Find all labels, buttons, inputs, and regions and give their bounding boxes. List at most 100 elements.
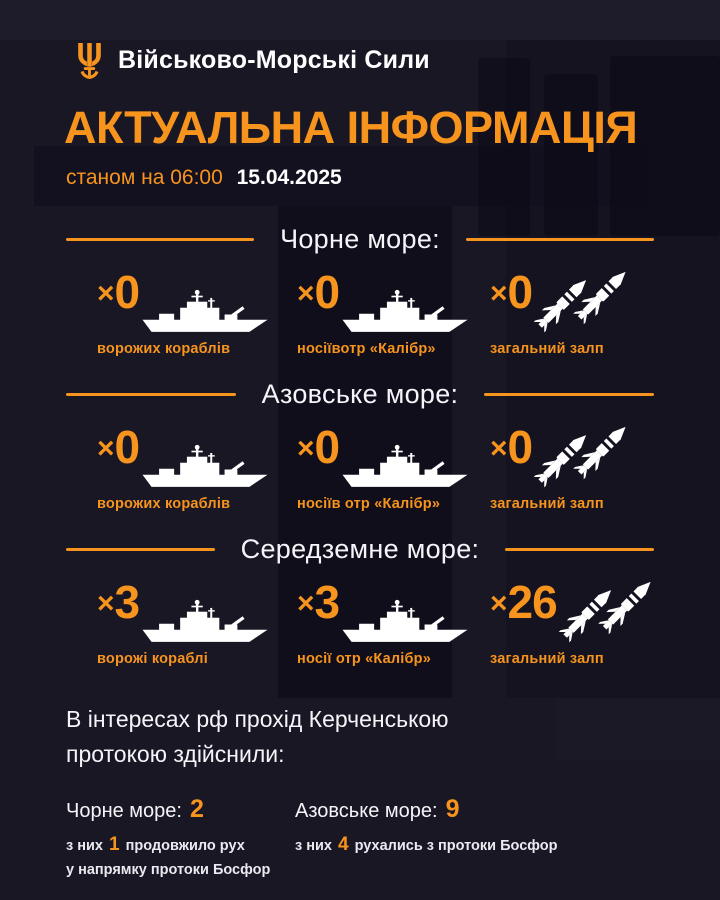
background-top-strip	[0, 0, 720, 40]
sea-note: з них 1 продовжило рух у напрямку проток…	[66, 830, 295, 882]
section-header: Середземне море:	[66, 534, 655, 565]
warship-icon	[342, 599, 468, 642]
stat-total-salvo: × 0 загальний залп	[460, 419, 660, 512]
stat-label: ворожих кораблів	[97, 496, 231, 512]
missile-salvo-icon	[532, 419, 633, 490]
divider-line	[484, 393, 654, 396]
stats-row: × 3 ворожі кораблі × 3 носії отр «Калібр…	[0, 574, 720, 667]
header: Військово-Морські Сили	[74, 42, 430, 79]
stat-label: носіїв отр «Калібр»	[297, 496, 441, 512]
kerch-columns: Чорне море: 2 з них 1 продовжило рух у н…	[66, 795, 658, 882]
kerch-heading-line2: протокою здійснили:	[66, 740, 285, 767]
page-title: АКТУАЛЬНА ІНФОРМАЦІЯ	[64, 102, 638, 153]
sea-name: Азовське море:	[295, 800, 438, 822]
times-symbol: ×	[297, 277, 315, 310]
warship-icon	[142, 599, 268, 642]
stat-kalibr-carriers: × 3 носії отр «Калібр»	[260, 576, 468, 667]
sea-count-row: Азовське море: 9	[295, 795, 658, 824]
sea-name: Чорне море:	[66, 800, 182, 822]
brand-name: Військово-Морські Сили	[118, 46, 430, 74]
kerch-strait-block: В інтересах рф прохід Керченською проток…	[66, 702, 658, 882]
stat-visual: × 3	[297, 576, 468, 649]
divider-line	[66, 238, 255, 241]
section-title: Середземне море:	[240, 534, 480, 564]
sea-note: з них 4 рухались з протоки Босфор	[295, 830, 658, 859]
stat-visual: × 0	[297, 266, 468, 339]
section-title: Чорне море:	[280, 224, 440, 254]
as-of-line: станом на 06:00 15.04.2025	[66, 166, 342, 190]
note-number: 4	[338, 834, 349, 855]
stat-value: 3	[314, 576, 341, 628]
stat-label: ворожі кораблі	[97, 651, 208, 667]
background-watermark-band	[556, 698, 720, 760]
background-trident-prong	[544, 74, 598, 236]
sea-count: 2	[189, 795, 204, 823]
stat-total-salvo: × 0 загальний залп	[460, 264, 660, 357]
stat-label: загальний залп	[490, 341, 604, 357]
stat-value: 0	[507, 421, 534, 473]
stat-kalibr-carriers: × 0 носіївотр «Калібр»	[260, 266, 468, 357]
stat-enemy-ships: × 3 ворожі кораблі	[60, 576, 268, 667]
kerch-column-black-sea: Чорне море: 2 з них 1 продовжило рух у н…	[66, 795, 295, 882]
section-azov-sea: Азовське море: × 0 ворожих кораблів × 0 …	[0, 379, 720, 512]
stat-visual: × 26	[490, 574, 660, 649]
stat-enemy-ships: × 0 ворожих кораблів	[60, 421, 268, 512]
kerch-heading-line1: В інтересах рф прохід Керченською	[66, 706, 449, 732]
stat-visual: × 0	[490, 264, 660, 339]
as-of-date: 15.04.2025	[236, 166, 342, 189]
stat-visual: × 0	[297, 421, 468, 494]
background-trident-prong	[610, 56, 720, 236]
times-symbol: ×	[97, 277, 115, 310]
divider-line	[66, 393, 236, 396]
stat-visual: × 0	[490, 419, 660, 494]
section-header: Азовське море:	[66, 379, 654, 410]
kerch-column-azov-sea: Азовське море: 9 з них 4 рухались з прот…	[295, 795, 658, 882]
stat-kalibr-carriers: × 0 носіїв отр «Калібр»	[260, 421, 468, 512]
stat-value: 26	[507, 576, 558, 628]
kerch-heading: В інтересах рф прохід Керченською проток…	[66, 702, 658, 771]
warship-icon	[142, 444, 268, 487]
background-watermark-band	[278, 206, 452, 698]
stat-value: 0	[114, 421, 141, 473]
note-text: продовжило рух	[125, 838, 245, 854]
stat-visual: × 0	[97, 421, 268, 494]
missile-salvo-icon	[556, 574, 658, 645]
divider-line	[66, 548, 215, 551]
stat-label: ворожих кораблів	[97, 341, 231, 357]
stat-value: 3	[114, 576, 141, 628]
stat-total-salvo: × 26 загальний залп	[460, 574, 660, 667]
navy-trident-icon	[78, 43, 101, 79]
stat-value: 0	[314, 266, 341, 318]
warship-icon	[142, 289, 268, 332]
times-symbol: ×	[490, 277, 508, 310]
section-header: Чорне море:	[66, 224, 654, 255]
sea-count-row: Чорне море: 2	[66, 795, 295, 824]
note-prefix: з них	[295, 838, 332, 854]
missile-salvo-icon	[532, 264, 633, 335]
stat-visual: × 3	[97, 576, 268, 649]
times-symbol: ×	[97, 432, 115, 465]
stat-visual: × 0	[97, 266, 268, 339]
stat-value: 0	[114, 266, 141, 318]
section-black-sea: Чорне море: × 0 ворожих кораблів × 0 нос…	[0, 224, 720, 357]
times-symbol: ×	[297, 432, 315, 465]
note-line2: у напрямку протоки Босфор	[66, 862, 271, 879]
divider-line	[505, 548, 655, 551]
as-of-label: станом на 06:00	[66, 166, 223, 189]
stat-enemy-ships: × 0 ворожих кораблів	[60, 266, 268, 357]
stat-label: загальний залп	[490, 651, 604, 667]
warship-icon	[342, 289, 468, 332]
note-text: рухались з протоки Босфор	[354, 838, 558, 854]
stat-label: загальний залп	[490, 496, 604, 512]
times-symbol: ×	[297, 587, 315, 620]
warship-icon	[342, 444, 468, 487]
divider-line	[465, 238, 654, 241]
times-symbol: ×	[490, 432, 508, 465]
stats-row: × 0 ворожих кораблів × 0 носіївотр «Калі…	[0, 264, 720, 357]
stat-label: носіївотр «Калібр»	[297, 341, 436, 357]
stats-row: × 0 ворожих кораблів × 0 носіїв отр «Кал…	[0, 419, 720, 512]
stat-value: 0	[314, 421, 341, 473]
background-trident-prong	[478, 58, 530, 236]
times-symbol: ×	[490, 587, 508, 620]
